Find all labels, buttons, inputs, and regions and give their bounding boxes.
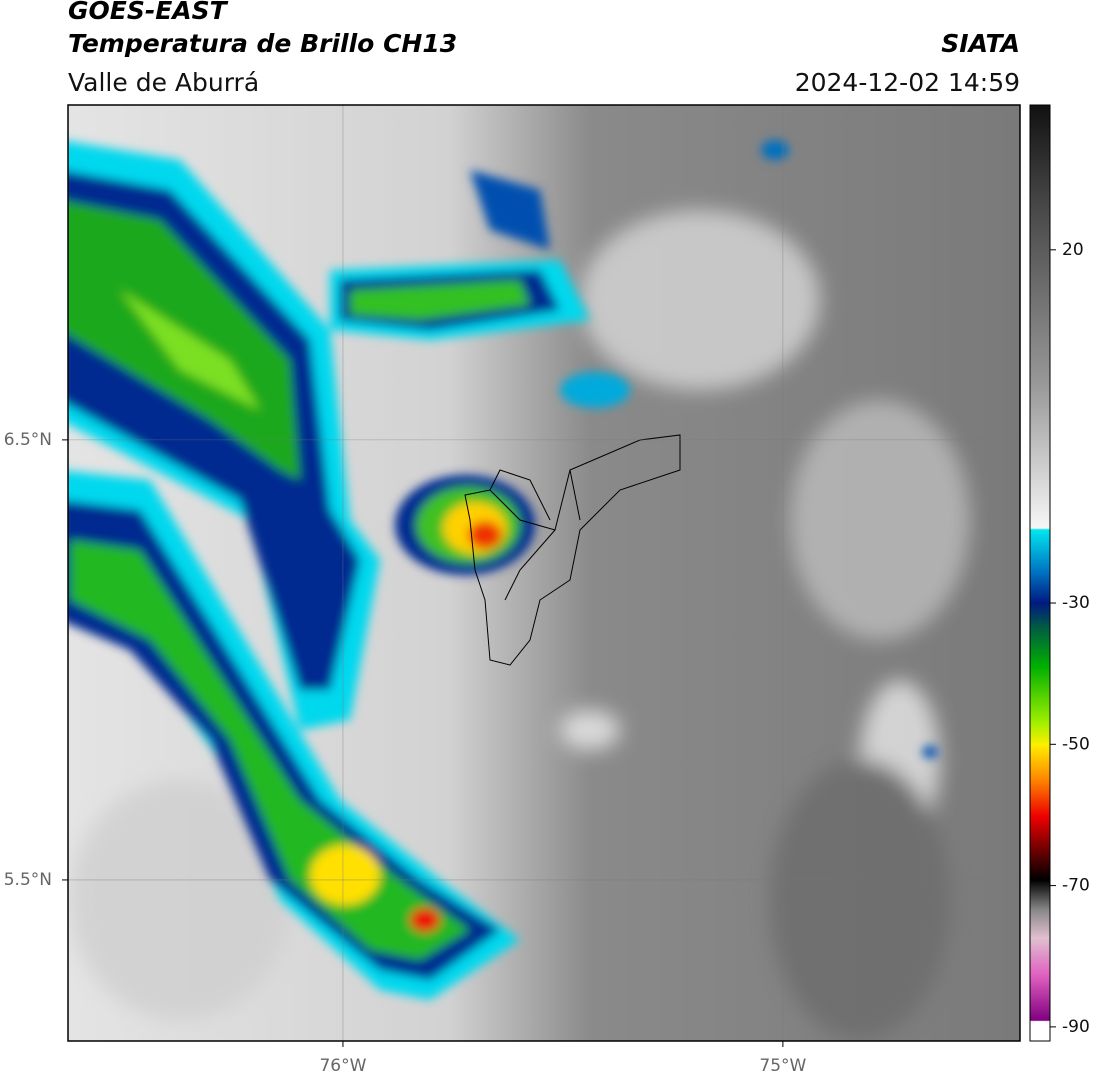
- colorbar-tick-label: -90: [1062, 1017, 1090, 1037]
- title: GOES-EAST: [68, 0, 229, 25]
- source: SIATA: [941, 29, 1020, 58]
- colorbar-tick-label: -30: [1062, 593, 1090, 613]
- x-tick-label: 75°W: [759, 1056, 806, 1076]
- cloud-bands: [68, 140, 938, 1000]
- timestamp: 2024-12-02 14:59: [795, 68, 1020, 97]
- colorbar: [1029, 104, 1051, 1042]
- municipal-boundaries: [464, 434, 681, 666]
- colorbar-tick-label: 20: [1062, 240, 1084, 260]
- colorbar-tick-label: -50: [1062, 734, 1090, 754]
- region: Valle de Aburrá: [68, 68, 259, 97]
- satellite-image: [68, 105, 1020, 1041]
- colorbar-tick-label: -70: [1062, 876, 1090, 896]
- subtitle: Temperatura de Brillo CH13: [68, 29, 457, 58]
- map-frame: [67, 104, 1021, 1042]
- y-tick-label: 6.5°N: [4, 430, 52, 450]
- x-tick-label: 76°W: [319, 1056, 366, 1076]
- y-tick-label: 5.5°N: [4, 870, 52, 890]
